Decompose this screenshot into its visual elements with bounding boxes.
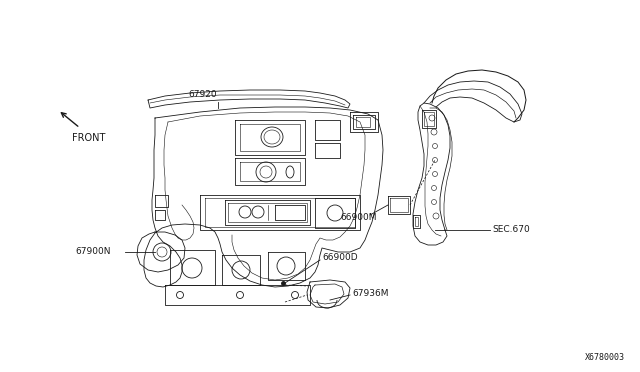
Text: 66900M: 66900M — [340, 212, 376, 221]
Text: 67900N: 67900N — [75, 247, 111, 256]
Text: X6780003: X6780003 — [585, 353, 625, 362]
Text: 66900D: 66900D — [322, 253, 358, 263]
Text: 67920: 67920 — [188, 90, 216, 99]
Text: FRONT: FRONT — [72, 133, 106, 143]
Text: SEC.670: SEC.670 — [492, 224, 530, 234]
Text: 67936M: 67936M — [352, 289, 388, 298]
